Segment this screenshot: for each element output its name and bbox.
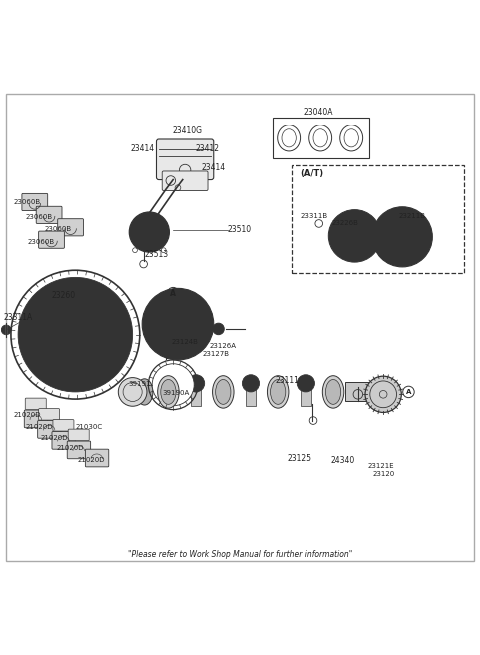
Text: 23120: 23120 — [372, 470, 394, 477]
Text: 23127B: 23127B — [203, 350, 229, 357]
Circle shape — [168, 314, 188, 333]
FancyBboxPatch shape — [25, 398, 46, 409]
Bar — [246, 378, 256, 406]
Ellipse shape — [278, 124, 300, 151]
Bar — [192, 378, 201, 406]
Circle shape — [188, 375, 204, 392]
FancyBboxPatch shape — [58, 219, 84, 236]
Ellipse shape — [309, 124, 332, 151]
Circle shape — [152, 364, 194, 405]
Text: 24340: 24340 — [330, 456, 355, 464]
FancyBboxPatch shape — [37, 421, 61, 438]
Circle shape — [213, 323, 224, 335]
Bar — [274, 117, 369, 158]
Circle shape — [372, 207, 432, 267]
Circle shape — [118, 378, 147, 406]
Text: 23510: 23510 — [228, 225, 252, 234]
FancyBboxPatch shape — [156, 139, 214, 179]
Text: 21020D: 21020D — [25, 424, 53, 430]
Text: 23126A: 23126A — [210, 343, 237, 348]
FancyBboxPatch shape — [38, 409, 60, 420]
Text: 23412: 23412 — [195, 144, 219, 153]
Text: "Please refer to Work Shop Manual for further information": "Please refer to Work Shop Manual for fu… — [128, 550, 352, 559]
FancyBboxPatch shape — [53, 420, 74, 431]
Ellipse shape — [267, 376, 289, 408]
Circle shape — [242, 375, 260, 392]
FancyBboxPatch shape — [24, 410, 48, 428]
Text: 23311B: 23311B — [300, 214, 327, 219]
Text: 23060B: 23060B — [44, 226, 72, 232]
Text: 21020D: 21020D — [56, 445, 84, 451]
FancyBboxPatch shape — [52, 432, 75, 449]
Ellipse shape — [344, 129, 359, 147]
Text: 23040A: 23040A — [304, 108, 334, 117]
Text: 21020D: 21020D — [78, 457, 105, 462]
Bar — [301, 378, 311, 406]
Text: 23211B: 23211B — [398, 214, 425, 219]
Text: 21020D: 21020D — [40, 435, 68, 441]
FancyBboxPatch shape — [85, 449, 109, 467]
Text: 23060B: 23060B — [13, 200, 40, 206]
Text: (A/T): (A/T) — [300, 170, 323, 178]
Text: 39190A: 39190A — [162, 390, 189, 396]
Text: 23111: 23111 — [276, 377, 300, 385]
Circle shape — [142, 288, 214, 360]
Circle shape — [129, 212, 169, 252]
Ellipse shape — [323, 376, 344, 408]
Ellipse shape — [271, 379, 286, 404]
Circle shape — [328, 210, 381, 262]
Text: 23414: 23414 — [202, 163, 226, 172]
Text: 23124B: 23124B — [172, 339, 199, 345]
Text: 23060B: 23060B — [28, 238, 55, 244]
Ellipse shape — [161, 379, 176, 404]
Bar — [345, 383, 371, 402]
Text: A: A — [406, 389, 411, 395]
Ellipse shape — [216, 379, 231, 404]
FancyBboxPatch shape — [68, 429, 89, 441]
Text: 23226B: 23226B — [332, 221, 359, 227]
Ellipse shape — [136, 379, 153, 405]
Circle shape — [1, 325, 11, 335]
Circle shape — [297, 375, 314, 392]
Ellipse shape — [282, 129, 296, 147]
Text: 21020D: 21020D — [13, 412, 41, 419]
Ellipse shape — [313, 129, 327, 147]
Text: 23121E: 23121E — [368, 463, 394, 469]
Ellipse shape — [340, 124, 363, 151]
FancyBboxPatch shape — [22, 193, 48, 210]
Text: A: A — [170, 289, 176, 297]
Circle shape — [18, 277, 132, 392]
Bar — [292, 165, 464, 272]
Text: 23311A: 23311A — [4, 312, 33, 322]
Ellipse shape — [157, 376, 179, 408]
Circle shape — [365, 376, 401, 413]
Text: 23513: 23513 — [144, 250, 168, 259]
Text: 23125: 23125 — [288, 454, 312, 463]
Text: 39191: 39191 — [129, 381, 151, 387]
Text: 23414: 23414 — [130, 144, 154, 153]
Circle shape — [54, 313, 97, 356]
Text: 23260: 23260 — [51, 291, 75, 300]
Text: 21030C: 21030C — [75, 424, 103, 430]
FancyBboxPatch shape — [36, 206, 62, 223]
Text: 23410G: 23410G — [172, 126, 203, 136]
FancyBboxPatch shape — [67, 441, 91, 458]
Text: 23060B: 23060B — [25, 214, 52, 220]
Ellipse shape — [213, 376, 234, 408]
FancyBboxPatch shape — [38, 231, 64, 248]
Ellipse shape — [325, 379, 341, 404]
FancyBboxPatch shape — [162, 171, 208, 191]
